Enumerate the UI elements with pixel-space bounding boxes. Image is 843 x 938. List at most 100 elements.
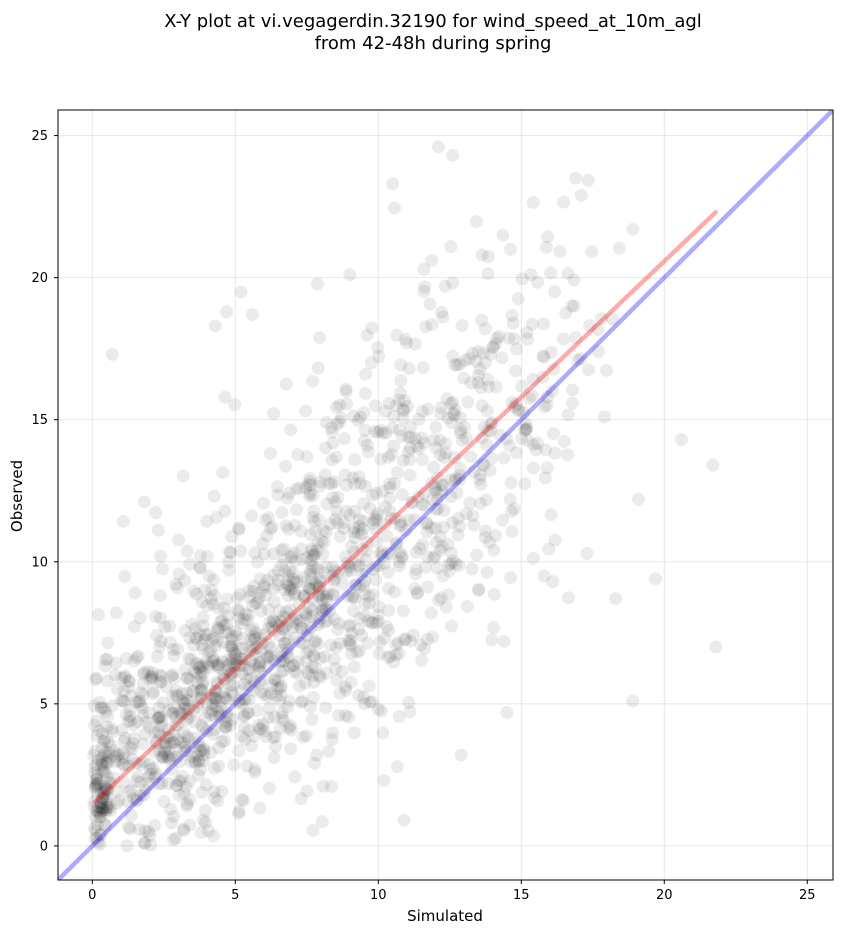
scatter-point — [305, 660, 319, 674]
scatter-point — [481, 250, 495, 264]
scatter-point — [329, 512, 343, 526]
scatter-point — [264, 641, 278, 655]
scatter-point — [205, 655, 219, 669]
scatter-point — [348, 531, 362, 545]
scatter-point — [159, 738, 173, 752]
scatter-point — [288, 770, 302, 784]
scatter-point — [271, 674, 285, 688]
scatter-point — [250, 704, 264, 718]
scatter-point — [232, 521, 246, 535]
scatter-point — [185, 755, 199, 769]
scatter-point — [327, 574, 341, 588]
y-axis-label: Observed — [8, 460, 26, 532]
scatter-point — [118, 731, 132, 745]
scatter-point — [559, 306, 573, 320]
scatter-point — [376, 484, 390, 498]
scatter-point — [244, 671, 258, 685]
scatter-point — [512, 404, 526, 418]
scatter-point — [706, 458, 720, 472]
scatter-point — [442, 558, 456, 572]
scatter-point — [381, 546, 395, 560]
scatter-point — [125, 752, 139, 766]
scatter-point — [141, 776, 155, 790]
scatter-point — [405, 496, 419, 510]
scatter-point — [390, 328, 404, 342]
scatter-point — [482, 380, 496, 394]
scatter-point — [178, 739, 192, 753]
scatter-point — [105, 699, 119, 713]
scatter-point — [153, 549, 167, 563]
scatter-point — [141, 770, 155, 784]
scatter-point — [198, 711, 212, 725]
scatter-point — [176, 769, 190, 783]
scatter-point — [242, 662, 256, 676]
scatter-point — [521, 434, 535, 448]
scatter-point — [480, 565, 494, 579]
scatter-point — [452, 559, 466, 573]
scatter-point — [237, 709, 251, 723]
scatter-point — [284, 423, 298, 437]
scatter-point — [100, 756, 114, 770]
scatter-point — [378, 404, 392, 418]
scatter-point — [433, 543, 447, 557]
scatter-point — [476, 346, 490, 360]
scatter-point — [192, 739, 206, 753]
scatter-point — [342, 633, 356, 647]
scatter-point — [253, 655, 267, 669]
scatter-point — [92, 800, 106, 814]
scatter-point — [281, 650, 295, 664]
scatter-point — [171, 642, 185, 656]
scatter-point — [165, 669, 179, 683]
scatter-point — [361, 614, 375, 628]
scatter-point — [709, 640, 723, 654]
scatter-point — [225, 529, 239, 543]
scatter-point — [420, 516, 434, 530]
scatter-point — [325, 453, 339, 467]
scatter-point — [322, 744, 336, 758]
scatter-point — [434, 448, 448, 462]
y-tick-label: 10 — [31, 555, 48, 570]
scatter-point — [224, 719, 238, 733]
scatter-point — [423, 297, 437, 311]
scatter-point — [476, 457, 490, 471]
scatter-point — [303, 600, 317, 614]
scatter-point — [144, 670, 158, 684]
scatter-point — [205, 703, 219, 717]
scatter-point — [281, 522, 295, 536]
scatter-point — [151, 711, 165, 725]
scatter-point — [218, 390, 232, 404]
scatter-point — [221, 609, 235, 623]
scatter-point — [132, 695, 146, 709]
scatter-point — [351, 414, 365, 428]
scatter-point — [415, 498, 429, 512]
scatter-point — [425, 476, 439, 490]
scatter-point — [367, 513, 381, 527]
scatter-point — [96, 803, 110, 817]
scatter-point — [330, 673, 344, 687]
scatter-point — [159, 730, 173, 744]
scatter-point — [183, 818, 197, 832]
scatter-point — [254, 673, 268, 687]
scatter-point — [352, 513, 366, 527]
scatter-point — [208, 684, 222, 698]
scatter-point — [205, 708, 219, 722]
scatter-point — [426, 630, 440, 644]
scatter-point — [475, 399, 489, 413]
scatter-point — [144, 838, 158, 852]
scatter-point — [146, 687, 160, 701]
scatter-point — [129, 695, 143, 709]
scatter-point — [124, 740, 138, 754]
scatter-point — [227, 652, 241, 666]
scatter-point — [153, 588, 167, 602]
scatter-point — [398, 332, 412, 346]
scatter-point — [112, 747, 126, 761]
scatter-point — [380, 529, 394, 543]
scatter-point — [413, 541, 427, 555]
scatter-point — [310, 578, 324, 592]
scatter-point — [303, 474, 317, 488]
scatter-point — [341, 559, 355, 573]
scatter-point — [161, 777, 175, 791]
scatter-point — [180, 729, 194, 743]
scatter-point — [171, 733, 185, 747]
scatter-point — [481, 372, 495, 386]
